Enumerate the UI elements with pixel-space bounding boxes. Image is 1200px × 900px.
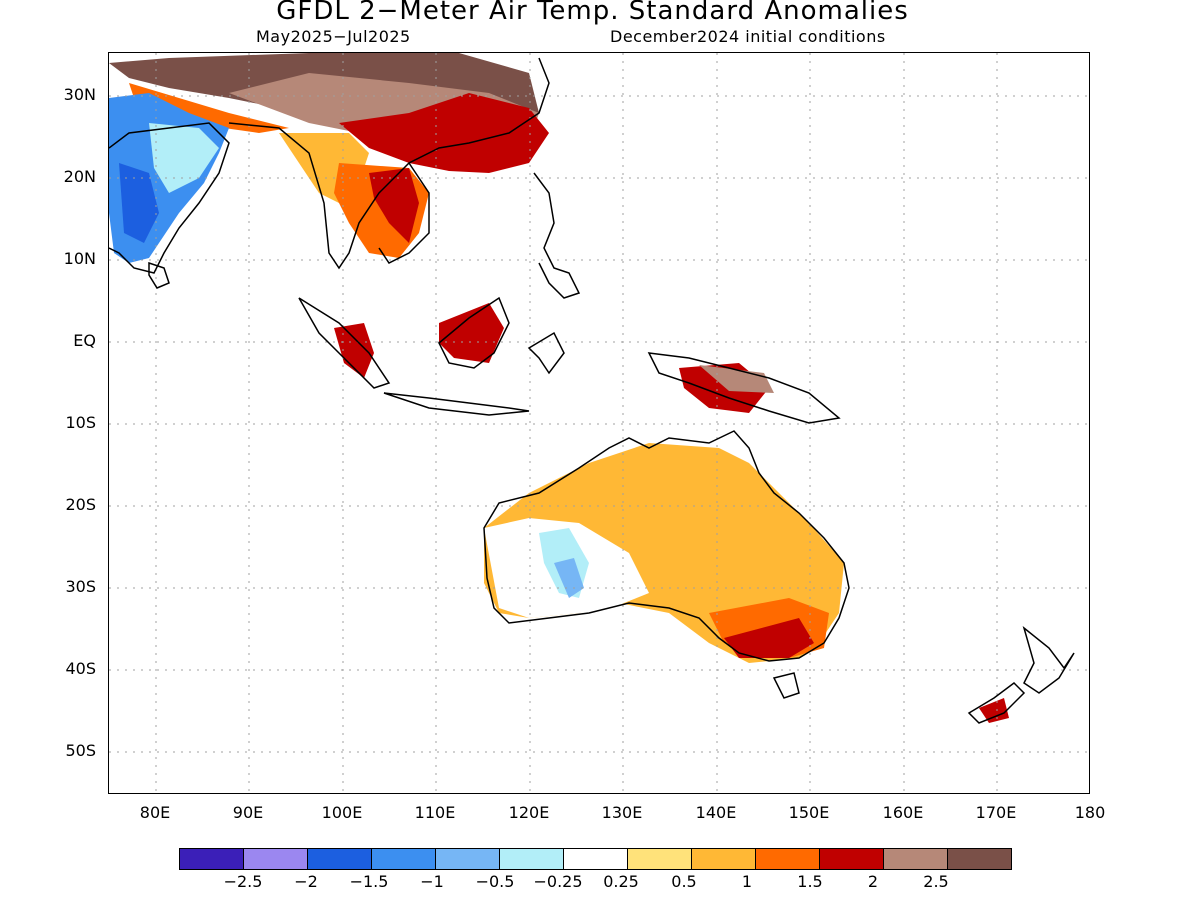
- lon-label: 110E: [414, 803, 456, 822]
- colorbar-swatch: [371, 848, 436, 870]
- lon-label: 90E: [232, 803, 264, 822]
- colorbar-swatch: [883, 848, 948, 870]
- initial-conditions: December2024 initial conditions: [610, 27, 886, 46]
- coast-nz-south: [967, 682, 1026, 724]
- lon-label: 80E: [139, 803, 171, 822]
- lat-label: 50S: [65, 741, 96, 760]
- anomaly-red-borneo: [439, 303, 504, 363]
- map-frame: [108, 52, 1090, 794]
- forecast-period: May2025−Jul2025: [256, 27, 411, 46]
- colorbar-swatch: [243, 848, 308, 870]
- colorbar-swatch: [691, 848, 756, 870]
- colorbar-swatch: [819, 848, 884, 870]
- lon-label: 100E: [321, 803, 363, 822]
- coast-vietnam: [378, 162, 430, 264]
- colorbar-swatch: [755, 848, 820, 870]
- colorbar-swatch: [947, 848, 1012, 870]
- colorbar-swatch: [627, 848, 692, 870]
- colorbar-swatch: [563, 848, 628, 870]
- coast-tasmania: [772, 672, 800, 699]
- colorbar-swatch: [499, 848, 564, 870]
- colorbar-label: −0.25: [533, 872, 583, 891]
- anomaly-brown-png: [699, 365, 774, 393]
- lat-label: 30S: [65, 577, 96, 596]
- coast-sulawesi: [527, 331, 565, 375]
- lon-label: 120E: [508, 803, 550, 822]
- lat-label: 20S: [65, 495, 96, 514]
- anomaly-blue-wa: [554, 558, 584, 598]
- lat-label: EQ: [73, 331, 96, 350]
- colorbar-label: 0.5: [671, 872, 697, 891]
- anomaly-red-nz: [979, 698, 1009, 723]
- lon-label: 180: [1074, 803, 1106, 822]
- anomaly-orange-himalaya: [129, 83, 289, 133]
- anomaly-shading: [109, 53, 1009, 723]
- lat-label: 10N: [63, 249, 96, 268]
- colorbar-label: 1.5: [797, 872, 823, 891]
- colorbar-label: −0.5: [475, 872, 515, 891]
- colorbar-swatch: [179, 848, 244, 870]
- anomaly-red-vietnam: [369, 168, 419, 243]
- lat-label: 30N: [63, 85, 96, 104]
- colorbar-label: 0.25: [603, 872, 639, 891]
- colorbar: [179, 848, 1012, 870]
- gridlines: [109, 53, 1089, 793]
- coast-india: [109, 122, 230, 274]
- colorbar-label: −2: [294, 872, 318, 891]
- lon-label: 130E: [601, 803, 643, 822]
- lon-label: 160E: [882, 803, 924, 822]
- coast-borneo: [438, 296, 510, 369]
- colorbar-label: −1: [420, 872, 444, 891]
- colorbar-label: 2: [867, 872, 879, 891]
- anomaly-red-china: [339, 93, 549, 173]
- colorbar-label: 1: [741, 872, 753, 891]
- lon-label: 140E: [695, 803, 737, 822]
- anomaly-red-sumatra: [334, 323, 374, 378]
- anomaly-lightblue-india: [149, 123, 219, 193]
- colorbar-label: 2.5: [923, 872, 949, 891]
- coast-sumatra: [298, 297, 391, 389]
- coastlines: [109, 57, 1075, 724]
- coast-nz-north: [1022, 625, 1075, 694]
- map-canvas: [109, 53, 1089, 793]
- colorbar-swatch: [307, 848, 372, 870]
- map-title: GFDL 2−Meter Air Temp. Standard Anomalie…: [276, 0, 909, 26]
- coast-se-asia: [228, 57, 550, 270]
- lat-label: 40S: [65, 659, 96, 678]
- colorbar-label: −2.5: [223, 872, 263, 891]
- coast-sri-lanka: [148, 261, 170, 289]
- lon-label: 150E: [788, 803, 830, 822]
- colorbar-label: −1.5: [349, 872, 389, 891]
- lat-label: 20N: [63, 167, 96, 186]
- anomaly-red-se-aus: [724, 618, 814, 658]
- coast-australia: [483, 430, 850, 662]
- coast-java: [383, 392, 530, 416]
- colorbar-swatch: [435, 848, 500, 870]
- coast-new-guinea: [647, 352, 841, 424]
- lat-label: 10S: [65, 413, 96, 432]
- coast-philippines: [533, 172, 581, 299]
- anomaly-darkblue-india: [119, 163, 159, 243]
- lon-label: 170E: [975, 803, 1017, 822]
